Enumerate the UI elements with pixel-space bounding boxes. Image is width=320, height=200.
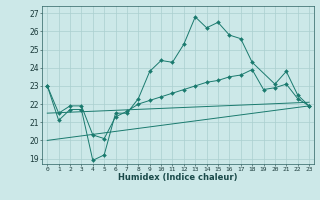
- X-axis label: Humidex (Indice chaleur): Humidex (Indice chaleur): [118, 173, 237, 182]
